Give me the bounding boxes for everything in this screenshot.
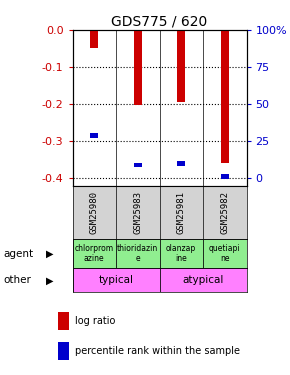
Text: olanzap
ine: olanzap ine — [166, 244, 196, 263]
Text: thioridazin
e: thioridazin e — [117, 244, 158, 263]
Text: ▶: ▶ — [46, 249, 54, 259]
Text: GSM25982: GSM25982 — [220, 191, 229, 234]
Bar — [72, 239, 116, 268]
Bar — [221, 30, 229, 163]
Bar — [160, 268, 246, 292]
Text: ▶: ▶ — [46, 275, 54, 285]
Bar — [177, 161, 185, 165]
Text: atypical: atypical — [182, 275, 224, 285]
Text: agent: agent — [3, 249, 33, 259]
Bar — [134, 163, 142, 167]
Bar — [177, 30, 185, 102]
Text: quetiapi
ne: quetiapi ne — [209, 244, 241, 263]
Text: GSM25983: GSM25983 — [133, 191, 142, 234]
Bar — [90, 30, 98, 48]
Bar — [72, 268, 160, 292]
Bar — [203, 239, 246, 268]
Bar — [134, 30, 142, 105]
Text: GSM25981: GSM25981 — [177, 191, 186, 234]
Bar — [116, 239, 160, 268]
Bar — [221, 174, 229, 178]
Text: percentile rank within the sample: percentile rank within the sample — [75, 346, 240, 355]
Title: GDS775 / 620: GDS775 / 620 — [111, 15, 208, 29]
Text: GSM25980: GSM25980 — [90, 191, 99, 234]
Bar — [58, 312, 69, 330]
Text: chlorprom
azine: chlorprom azine — [75, 244, 114, 263]
Bar — [160, 239, 203, 268]
Text: other: other — [3, 275, 31, 285]
Text: log ratio: log ratio — [75, 316, 116, 326]
Bar — [90, 134, 98, 138]
Bar — [58, 342, 69, 360]
Text: typical: typical — [99, 275, 133, 285]
